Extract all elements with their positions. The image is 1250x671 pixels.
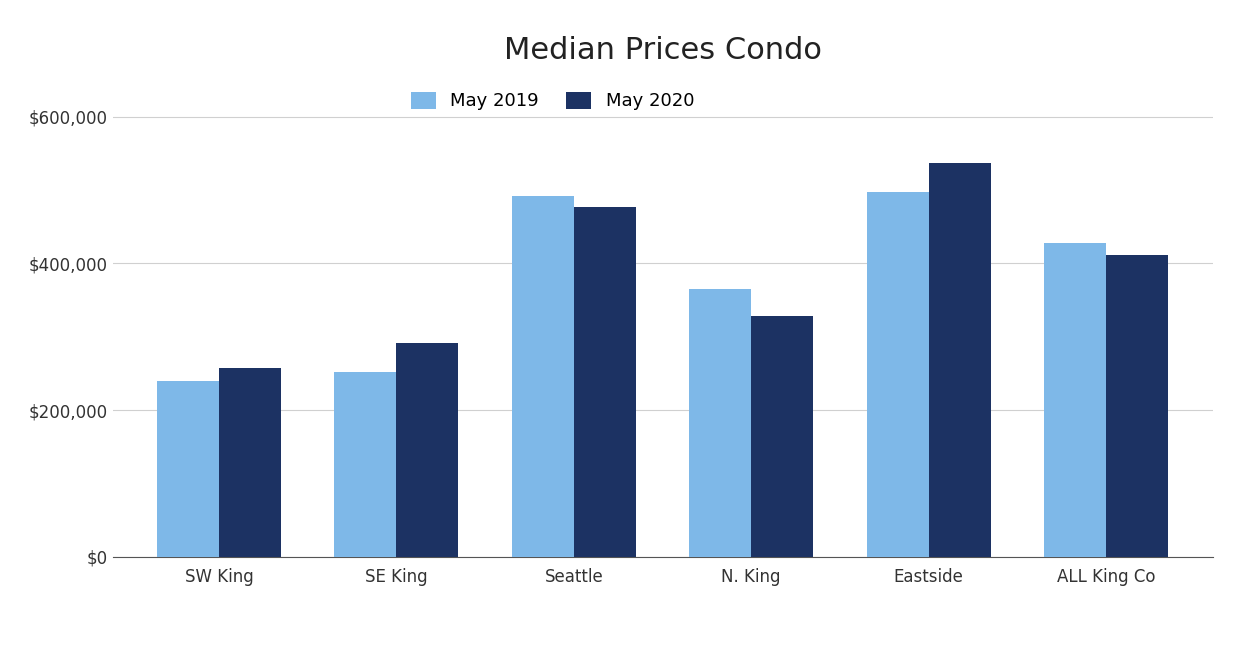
Text: roomvu: roomvu [986, 609, 1151, 647]
Bar [689, 289, 751, 557]
Bar [219, 368, 281, 557]
Legend: May 2019, May 2020: May 2019, May 2020 [411, 91, 694, 110]
Bar [511, 196, 574, 557]
Bar [929, 163, 991, 557]
Bar [574, 207, 636, 557]
Bar [1044, 243, 1106, 557]
Bar [1106, 254, 1169, 557]
Bar [334, 372, 396, 557]
Bar [396, 343, 459, 557]
Title: Median Prices Condo: Median Prices Condo [504, 36, 821, 66]
Bar [156, 381, 219, 557]
Bar [866, 192, 929, 557]
Bar [751, 316, 814, 557]
